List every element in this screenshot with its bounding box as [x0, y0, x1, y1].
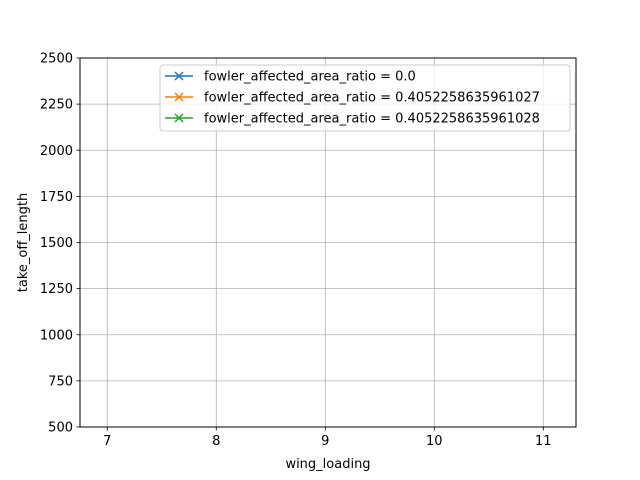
x-axis: 7 8 9 10 11 — [103, 427, 552, 449]
y-tick-label: 1750 — [40, 190, 73, 205]
x-tick-label: 8 — [212, 434, 220, 449]
legend-label: fowler_affected_area_ratio = 0.0 — [204, 70, 416, 85]
x-marker-icon — [174, 113, 184, 123]
legend: fowler_affected_area_ratio = 0.0 fowler_a… — [159, 64, 571, 132]
x-tick-label: 9 — [321, 434, 329, 449]
legend-label: fowler_affected_area_ratio = 0.405225863… — [204, 91, 540, 106]
x-tick-label: 7 — [103, 434, 111, 449]
y-tick-label: 750 — [48, 374, 73, 389]
legend-box — [159, 64, 571, 132]
y-axis-label: take_off_length — [16, 193, 31, 292]
x-marker-icon — [174, 92, 184, 102]
legend-label: fowler_affected_area_ratio = 0.405225863… — [204, 112, 540, 127]
x-tick-label: 10 — [426, 434, 443, 449]
y-tick-label: 2000 — [40, 144, 73, 159]
y-tick-label: 1250 — [40, 282, 73, 297]
y-axis: 500 750 1000 1250 1500 1750 2000 2250 2500 — [40, 52, 80, 436]
y-tick-label: 2500 — [40, 52, 73, 67]
legend-entry: fowler_affected_area_ratio = 0.0 — [165, 70, 416, 85]
y-tick-label: 1000 — [40, 328, 73, 343]
x-marker-icon — [174, 71, 184, 81]
x-axis-label: wing_loading — [285, 457, 370, 472]
y-tick-label: 500 — [48, 421, 73, 436]
x-tick-label: 11 — [535, 434, 552, 449]
legend-entry: fowler_affected_area_ratio = 0.405225863… — [165, 112, 540, 127]
legend-entry: fowler_affected_area_ratio = 0.405225863… — [165, 91, 540, 106]
y-tick-label: 1500 — [40, 236, 73, 251]
y-tick-label: 2250 — [40, 98, 73, 113]
